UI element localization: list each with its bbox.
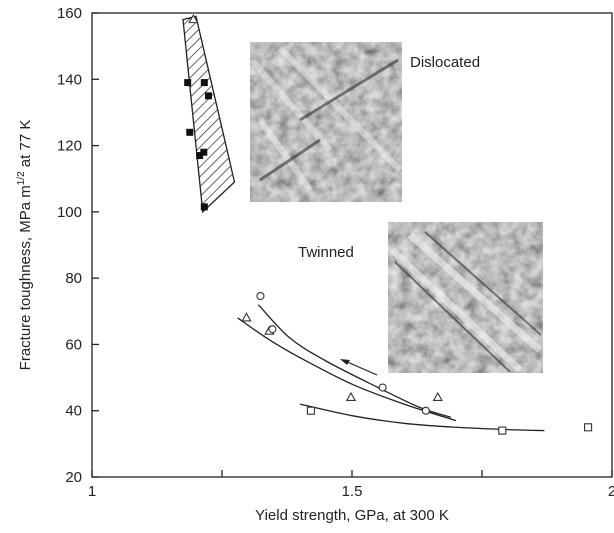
point [421, 406, 430, 415]
y-tick-label: 140 [57, 71, 82, 88]
x-tick-label: 1 [88, 483, 96, 500]
point [200, 203, 208, 211]
point [200, 148, 208, 156]
point [188, 14, 199, 24]
hatched-band [182, 15, 236, 214]
y-tick-label: 20 [65, 469, 82, 486]
micrograph-dislocated [249, 42, 403, 202]
point [268, 325, 277, 334]
annotation: Twinned [298, 244, 354, 261]
x-tick-label: 2 [608, 483, 614, 500]
point [584, 423, 593, 432]
y-axis-label-end: at 77 K [17, 120, 34, 172]
y-tick-label: 100 [57, 204, 82, 221]
y-tick-label: 160 [57, 5, 82, 22]
point [306, 406, 315, 415]
point [196, 152, 204, 160]
arrow [340, 359, 378, 376]
fit-curve [237, 317, 457, 422]
point [432, 391, 443, 402]
y-axis-label-main: Fracture toughness, MPa m [17, 185, 34, 370]
y-tick-label: 80 [65, 270, 82, 287]
y-axis-label: Fracture toughness, MPa m1/2 at 77 K [16, 120, 34, 371]
point [186, 128, 194, 136]
y-tick-label: 40 [65, 403, 82, 420]
y-axis-label-sup: 1/2 [16, 171, 27, 185]
x-axis-label: Yield strength, GPa, at 300 K [255, 507, 449, 524]
point [184, 79, 192, 87]
y-tick-label: 120 [57, 138, 82, 155]
annotation: Dislocated [410, 54, 480, 71]
point [345, 391, 357, 402]
micrograph-twinned [388, 222, 543, 373]
point [204, 92, 212, 100]
point [200, 79, 208, 87]
point [378, 383, 387, 392]
fit-curve [299, 403, 545, 432]
point [241, 312, 252, 322]
x-tick-label: 1.5 [342, 483, 363, 500]
point [256, 291, 265, 301]
point [498, 426, 507, 435]
y-tick-label: 60 [65, 336, 82, 353]
